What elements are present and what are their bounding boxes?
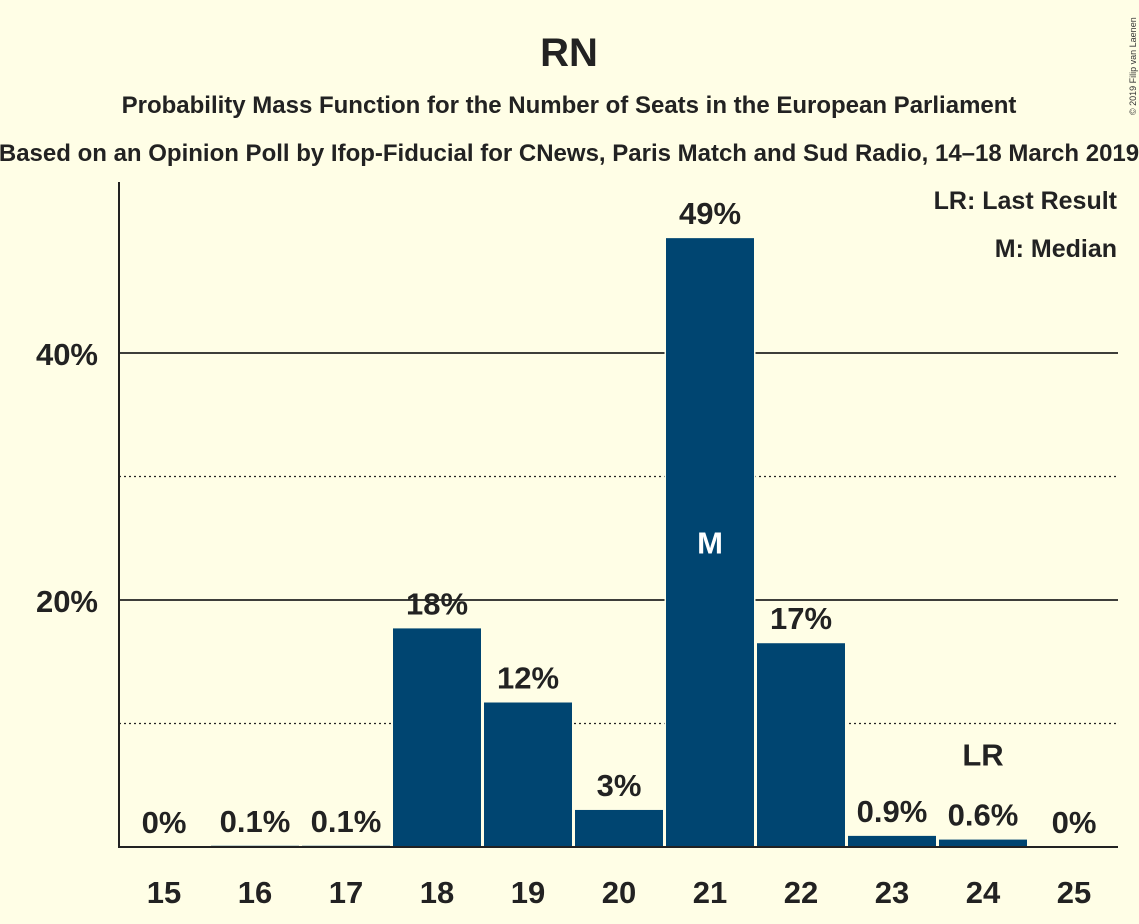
- bar: [575, 809, 663, 847]
- x-tick-label: 20: [602, 875, 636, 910]
- bar: [757, 643, 845, 847]
- gridlines: [119, 352, 1118, 725]
- bar: [939, 839, 1027, 847]
- bar-value-label: 0%: [1052, 805, 1097, 840]
- x-tick-label: 15: [147, 875, 181, 910]
- chart-title: RN: [540, 31, 598, 75]
- bar-value-label: 0.6%: [948, 798, 1019, 833]
- x-tick-label: 25: [1057, 875, 1091, 910]
- bars: [209, 236, 1029, 847]
- bar-value-label: 0.9%: [857, 794, 928, 829]
- legend-entry: M: Median: [995, 235, 1117, 263]
- copyright: © 2019 Filip van Laenen: [1128, 17, 1138, 115]
- axes: 20% 40% 15 16 17 18 19 20 21 22 23 24 25: [36, 182, 1118, 910]
- last-result-marker: LR: [962, 738, 1003, 773]
- bar-value-label: 0%: [142, 805, 187, 840]
- bar-value-label: 18%: [406, 586, 468, 621]
- bar-value-label: 0.1%: [311, 804, 382, 839]
- x-tick-label: 23: [875, 875, 909, 910]
- legend: LR: Last Result M: Median: [934, 187, 1118, 263]
- x-tick-label: 16: [238, 875, 272, 910]
- x-tick-label: 17: [329, 875, 363, 910]
- x-tick-label: 18: [420, 875, 454, 910]
- bar: [848, 835, 936, 847]
- y-tick-label: 20%: [36, 584, 98, 619]
- x-tick-label: 22: [784, 875, 818, 910]
- y-tick-label: 40%: [36, 337, 98, 372]
- x-tick-label: 21: [693, 875, 727, 910]
- x-tick-label: 24: [966, 875, 1001, 910]
- bar-value-label: 17%: [770, 601, 832, 636]
- x-tick-label: 19: [511, 875, 545, 910]
- chart-subtitle: Probability Mass Function for the Number…: [122, 92, 1017, 119]
- bar-gap: [300, 844, 392, 847]
- bar-value-label: 0.1%: [220, 804, 291, 839]
- bar: [393, 628, 481, 847]
- median-marker: M: [697, 526, 723, 561]
- legend-entry: LR: Last Result: [934, 187, 1118, 215]
- bar-labels: 0% 0.1% 0.1% 18% 12% 3% 49% 17% 0.9% 0.6% 0% M LR: [142, 196, 1097, 840]
- bar: [484, 702, 572, 847]
- bar-value-label: 12%: [497, 661, 559, 696]
- bar-value-label: 3%: [597, 768, 642, 803]
- bar-value-label: 49%: [679, 196, 741, 231]
- bar-gap: [209, 844, 301, 847]
- chart-subtitle-2: Based on an Opinion Poll by Ifop-Fiducia…: [0, 140, 1139, 167]
- bar: [666, 238, 754, 847]
